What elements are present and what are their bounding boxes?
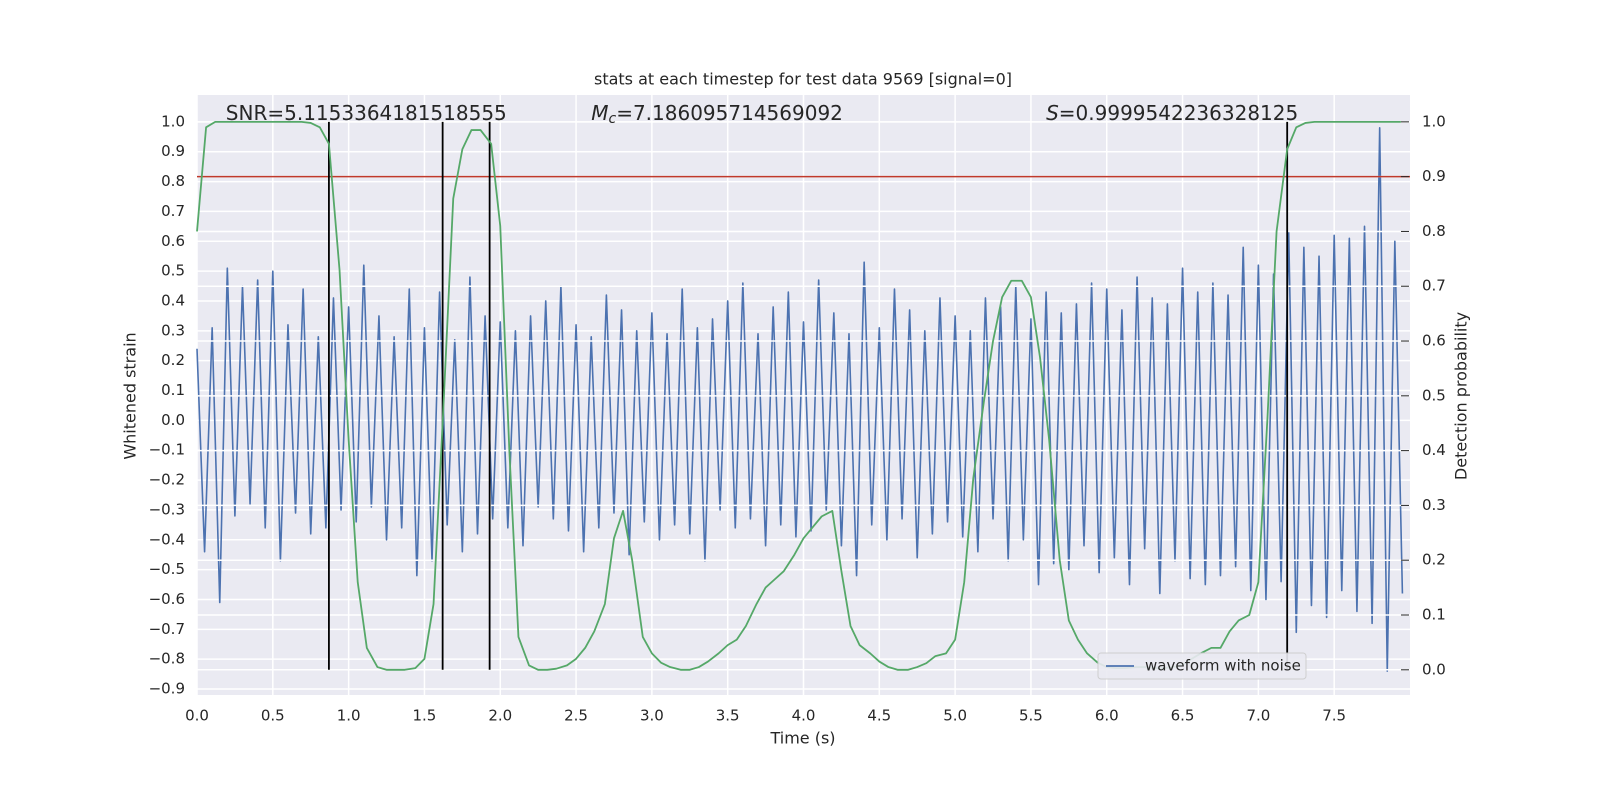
y-tick-label: 0.2: [161, 351, 185, 369]
y-tick-label: 0.5: [161, 262, 185, 280]
x-tick-label: 4.0: [792, 707, 816, 725]
y2-tick-label: 0.5: [1422, 386, 1446, 404]
x-tick-label: 0.5: [261, 707, 285, 725]
x-tick-label: 4.5: [867, 707, 891, 725]
y-tick-label: 0.1: [161, 381, 185, 399]
y-axis-label: Whitened strain: [121, 332, 140, 459]
y-tick-label: 0.7: [161, 202, 185, 220]
legend-label: waveform with noise: [1145, 657, 1301, 675]
y2-tick-label: 0.8: [1422, 222, 1446, 240]
series-layer: [196, 127, 1404, 672]
y-tick-label: −0.3: [149, 500, 185, 518]
annotation-text: S: [1046, 101, 1059, 125]
y2-tick-label: 0.0: [1422, 660, 1446, 678]
annotation: Mc=7.186095714569092: [591, 101, 843, 128]
y-tick-label: 0.4: [161, 291, 185, 309]
legend-box: [1097, 652, 1307, 680]
x-tick-label: 3.0: [640, 707, 664, 725]
y-tick-label: −0.4: [149, 530, 185, 548]
y-tick-label: 0.0: [161, 411, 185, 429]
y2-tick-label: 0.7: [1422, 277, 1446, 295]
y-tick-label: −0.8: [149, 650, 185, 668]
annotation-value: =7.186095714569092: [616, 101, 843, 125]
y2-tick-label: 0.6: [1422, 332, 1446, 350]
y-tick-label: −0.9: [149, 680, 185, 698]
x-tick-label: 2.0: [488, 707, 512, 725]
y-tick-label: −0.5: [149, 560, 185, 578]
y2-tick-label: 0.9: [1422, 167, 1446, 185]
x-tick-label: 7.0: [1246, 707, 1270, 725]
x-tick-label: 5.5: [1019, 707, 1043, 725]
x-tick-label: 1.0: [337, 707, 361, 725]
x-axis-label: Time (s): [769, 729, 835, 748]
y-tick-label: 0.8: [161, 172, 185, 190]
annotation: SNR=5.1153364181518555: [226, 101, 507, 125]
x-tick-label: 6.0: [1095, 707, 1119, 725]
y-tick-label: 0.3: [161, 321, 185, 339]
annotation-text: M: [591, 101, 608, 125]
y-tick-label: −0.7: [149, 620, 185, 638]
y2-tick-label: 0.2: [1422, 551, 1446, 569]
y2-axis-label: Detection probability: [1452, 312, 1471, 480]
x-tick-label: 2.5: [564, 707, 588, 725]
x-tick-label: 7.5: [1322, 707, 1346, 725]
labels-layer: 0.0 0.5 1.0 1.5 2.0 2.5 3.0 3.5 4.0 4.5 5.0 5.5 6.0 6…: [149, 101, 1446, 725]
y-tick-label: −0.2: [149, 471, 185, 489]
y2-tick-label: 0.4: [1422, 441, 1446, 459]
annotation-value: =0.9999542236328125: [1059, 101, 1298, 125]
y2-tick-label: 0.3: [1422, 496, 1446, 514]
y-tick-label: −0.1: [149, 441, 185, 459]
y2-tick-label: 1.0: [1422, 112, 1446, 130]
y-tick-label: 0.6: [161, 232, 185, 250]
y-tick-label: 0.9: [161, 142, 185, 160]
annotation: S=0.9999542236328125: [1046, 101, 1298, 125]
waveform-line: [196, 127, 1404, 672]
annotation-text: SNR=5.1153364181518555: [226, 101, 507, 125]
y-tick-label: −0.6: [149, 590, 185, 608]
x-tick-label: 5.0: [943, 707, 967, 725]
x-tick-label: 3.5: [716, 707, 740, 725]
x-tick-label: 6.5: [1171, 707, 1195, 725]
x-tick-label: 0.0: [185, 707, 209, 725]
annotation-subscript: c: [608, 111, 616, 127]
y-tick-label: 1.0: [161, 112, 185, 130]
x-tick-label: 1.5: [413, 707, 437, 725]
y2-tick-label: 0.1: [1422, 606, 1446, 624]
chart-title: stats at each timestep for test data 956…: [594, 70, 1012, 89]
